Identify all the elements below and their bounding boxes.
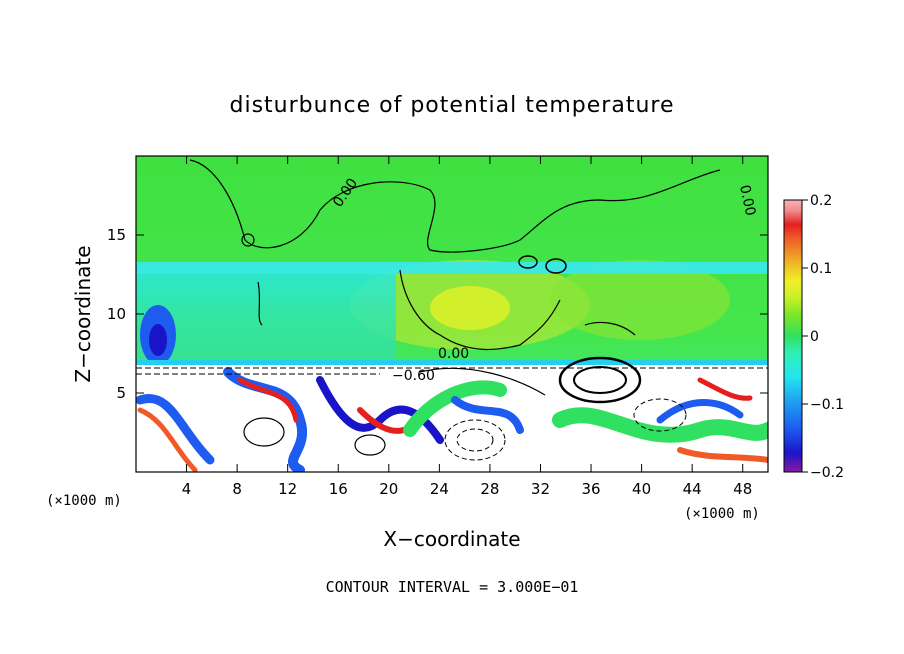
x-tick-label: 8 — [232, 480, 242, 498]
x-unit-left: (×1000 m) — [46, 493, 122, 509]
y-tick-label: 15 — [107, 226, 126, 244]
chart-title: disturbunce of potential temperature — [230, 93, 675, 118]
warm-region-east — [550, 260, 730, 340]
x-tick-label: 36 — [581, 480, 600, 498]
x-tick-label: 20 — [379, 480, 398, 498]
colorbar-tick-label: −0.2 — [810, 465, 844, 481]
heatmap-field: 0.00 0.00 −0.60 0.00 — [136, 156, 768, 472]
contour-label-4: 0.00 — [438, 346, 469, 362]
x-tick-label: 48 — [733, 480, 752, 498]
colorbar-tick-label: −0.1 — [810, 397, 844, 413]
y-tick-label: 5 — [116, 384, 126, 402]
x-tick-label: 16 — [329, 480, 348, 498]
colorbar — [783, 199, 803, 473]
x-tick-label: 12 — [278, 480, 297, 498]
x-tick-label: 24 — [430, 480, 449, 498]
x-tick-label: 40 — [632, 480, 651, 498]
deep-blue-pocket — [149, 324, 167, 356]
cyan-band — [136, 262, 768, 274]
x-unit-right: (×1000 m) — [684, 506, 760, 522]
contour-label-3: −0.60 — [392, 368, 435, 384]
contour-lines — [136, 159, 768, 461]
x-tick-label: 4 — [182, 480, 192, 498]
contour-interval: CONTOUR INTERVAL = 3.000E−01 — [326, 578, 579, 596]
x-axis-label: X−coordinate — [383, 527, 520, 551]
colorbar-tick-label: 0.1 — [810, 261, 832, 277]
y-axis-label: Z−coordinate — [71, 245, 95, 382]
warm-core — [430, 286, 510, 330]
cyan-west — [136, 274, 396, 360]
y-tick-label: 10 — [107, 305, 126, 323]
x-tick-label: 28 — [480, 480, 499, 498]
colorbar-tick-label: 0.2 — [810, 193, 832, 209]
contour-label-2: 0.00 — [736, 184, 758, 218]
colorbar-tick-label: 0 — [810, 329, 819, 345]
turbulent-filaments — [136, 367, 768, 472]
y-axis: 5 10 15 — [107, 226, 768, 402]
interface-line — [136, 360, 768, 365]
x-tick-label: 32 — [531, 480, 550, 498]
colorbar-ticks: 0.2 0.1 0 −0.1 −0.2 — [802, 193, 844, 481]
x-axis: 4 8 12 16 20 24 28 32 36 40 44 48 — [182, 156, 752, 498]
x-tick-label: 44 — [683, 480, 702, 498]
